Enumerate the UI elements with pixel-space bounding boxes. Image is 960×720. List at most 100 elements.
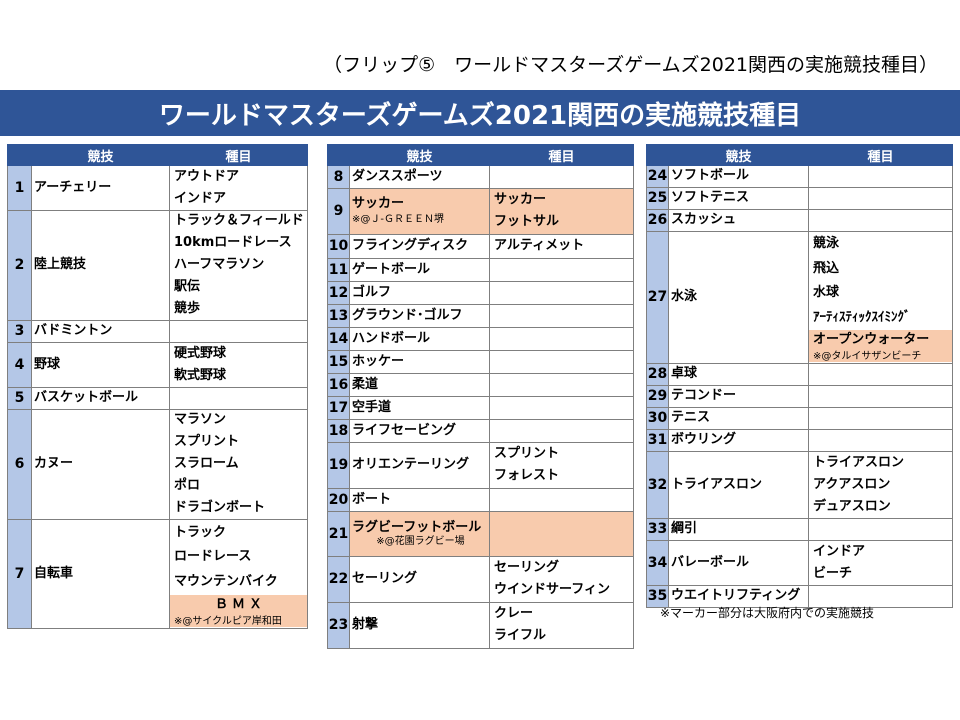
table-row: 31 ボウリング [646,429,953,452]
sport-events: アルティメット [489,234,634,259]
event-item: 水球 [813,285,840,301]
sport-name: 射撃 [349,602,490,649]
sport-name-text: グラウンド･ゴルフ [352,307,463,323]
event-item: トライアスロン [813,454,905,470]
header-sport: 競技 [349,144,490,166]
event-item: マウンテンバイク [174,574,278,590]
header-event: 種目 [169,144,308,166]
sport-name: ラグビーフットボール ※@花園ラグビー場 [349,511,490,557]
table-row: 9 サッカー ※@Ｊ-ＧＲＥＥＮ堺 サッカー フットサル [327,188,634,235]
table-row: 22 セーリング セーリング ウインドサーフィン [327,556,634,603]
sport-number: 12 [327,281,350,305]
header-row: 競技 種目 [327,144,634,166]
sport-events: スプリント フォレスト [489,442,634,489]
sport-number: 3 [7,319,32,343]
sport-events [489,350,634,374]
event-item: アウトドア [174,168,240,184]
sport-name-text: ボート [352,491,392,507]
sport-number: 30 [646,407,669,430]
event-item: トラック＆フィールド [174,213,304,229]
event-item: 軟式野球 [174,367,227,383]
header-sport: 競技 [31,144,170,166]
sport-name-text: ハンドボール [352,330,431,346]
table-row: 19 オリエンテーリング スプリント フォレスト [327,442,634,489]
event-item: ビーチ [813,565,853,581]
table-row: 16 柔道 [327,373,634,397]
sport-number: 33 [646,518,669,541]
sport-number: 6 [7,408,32,520]
sport-name: セーリング [349,556,490,603]
sport-events: セーリング ウインドサーフィン [489,556,634,603]
event-item: フォレスト [494,468,560,484]
sport-number: 1 [7,165,32,211]
sport-events [808,187,953,210]
sport-events [489,396,634,420]
sport-name-text: ボウリング [671,432,737,448]
sport-name-text: スカッシュ [671,212,737,228]
sport-number: 27 [646,231,669,364]
sport-name-text: ライフセービング [352,422,457,438]
sport-name: トライアスロン [668,451,809,519]
sport-name: 綱引 [668,518,809,541]
table-row: 1 アーチェリー アウトドア インドア [7,165,308,211]
sport-name: ソフトテニス [668,187,809,210]
event-item: クレー [494,605,534,621]
table-row: 33 綱引 [646,518,953,541]
sport-name: ゴルフ [349,281,490,305]
sport-events [489,373,634,397]
table-row: 25 ソフトテニス [646,187,953,210]
sport-name-text: 野球 [34,356,61,372]
event-item: アクアスロン [813,476,891,492]
sport-events [489,488,634,512]
sport-name: サッカー ※@Ｊ-ＧＲＥＥＮ堺 [349,188,490,235]
sport-name: アーチェリー [31,165,170,211]
sport-name-text: ウエイトリフティング [671,588,801,604]
sport-name-text: ゲートボール [352,261,431,277]
event-item: デュアスロン [813,498,891,514]
table-row: 26 スカッシュ [646,209,953,232]
table-row: 5 バスケットボール [7,386,308,410]
event-item: ライフル [494,628,547,644]
sport-events: アウトドア インドア [169,165,308,211]
highlighted-event: オープンウォーター ※@タルイサザンビーチ [809,330,952,363]
table-row: 27 水泳 競泳 飛込 水球 ｱｰﾃｨｽﾃｨｯｸｽｲﾐﾝｸﾞ オープンウォーター ※@タルイサ… [646,231,953,364]
sports-table-3: 競技 種目 24 ソフトボール 25 ソフトテニス 26 スカッシュ 27 水泳 競泳 飛込 水球 ｱｰﾃ… [646,144,953,608]
sport-name: ゲートボール [349,258,490,282]
sport-name-text: テニス [671,410,711,426]
sport-name: ウエイトリフティング [668,585,809,608]
event-item: ポロ [174,477,201,493]
venue-note: ※@サイクルピア岸和田 [174,615,282,627]
event-item: アルティメット [494,238,585,254]
sport-events: トラック＆フィールド 10kmロードレース ハーフマラソン 駅伝 競歩 [169,210,308,321]
sport-name-text: ソフトボール [671,168,750,184]
event-item: ウインドサーフィン [494,582,610,598]
table-row: 35 ウエイトリフティング [646,585,953,608]
sport-name-text: 陸上競技 [34,257,87,273]
venue-note: ※@タルイサザンビーチ [813,350,922,362]
sport-name-text: アーチェリー [34,179,112,195]
event-item: 飛込 [813,260,840,276]
sport-number: 8 [327,165,350,189]
sport-events [808,585,953,608]
sport-name-text: オリエンテーリング [352,457,470,473]
sport-name: 空手道 [349,396,490,420]
sport-events: インドア ビーチ [808,540,953,586]
sport-events [489,281,634,305]
event-item: ＢＭＸ [214,596,266,612]
table-row: 15 ホッケー [327,350,634,374]
sport-name: 野球 [31,341,170,388]
sport-name-text: ラグビーフットボール [352,519,482,535]
sport-events [489,511,634,557]
sport-number: 9 [327,188,350,235]
sport-number: 22 [327,556,350,603]
sport-events: トラック ロードレース マウンテンバイク ＢＭＸ ※@サイクルピア岸和田 [169,518,308,629]
sport-events [808,385,953,408]
sport-name: ボウリング [668,429,809,452]
table-row: 32 トライアスロン トライアスロン アクアスロン デュアスロン [646,451,953,519]
sport-name-text: 卓球 [671,366,698,382]
sport-number: 11 [327,258,350,282]
sport-name: 自転車 [31,518,170,629]
sport-name-text: ソフトテニス [671,190,750,206]
sport-number: 25 [646,187,669,210]
sport-name: ライフセービング [349,419,490,443]
